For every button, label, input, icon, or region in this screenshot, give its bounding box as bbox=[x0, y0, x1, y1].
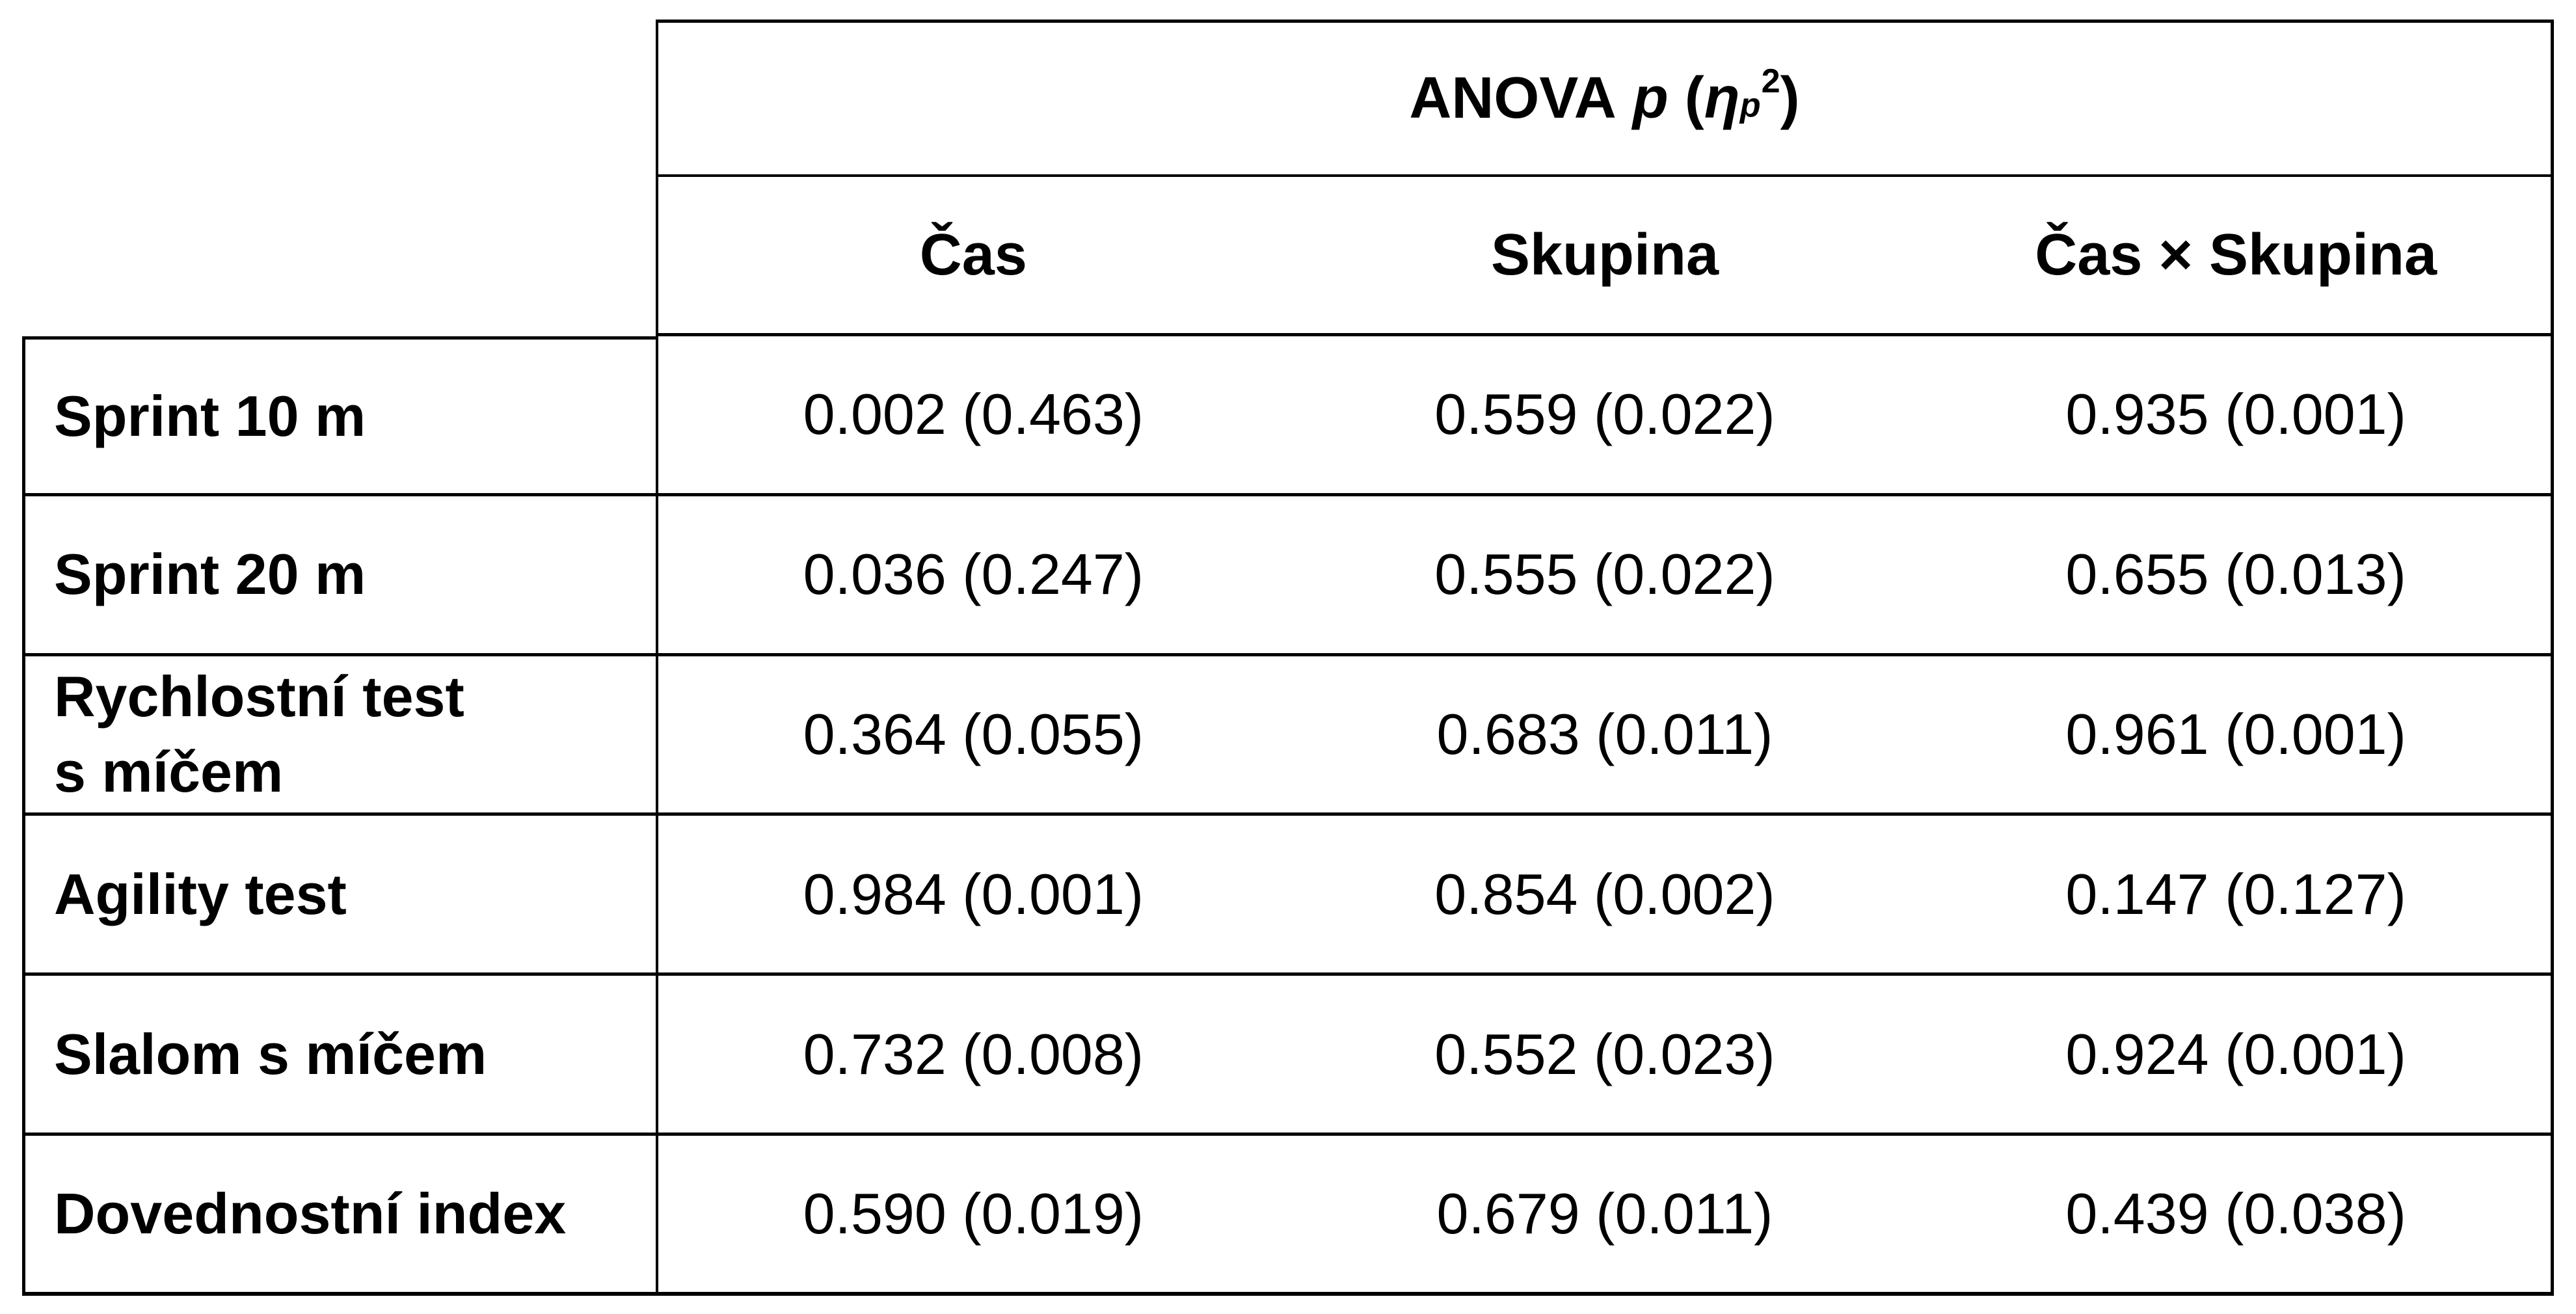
value-cell: 0.559 (0.022) bbox=[1288, 336, 1922, 496]
column-header-skupina: Skupina bbox=[1288, 177, 1922, 336]
value-cell: 0.555 (0.022) bbox=[1288, 496, 1922, 656]
row-label-slalom-s-micem: Slalom s míčem bbox=[22, 976, 656, 1136]
value-cell: 0.364 (0.055) bbox=[656, 656, 1289, 816]
value-cell: 0.147 (0.127) bbox=[1921, 816, 2554, 976]
value-cell: 0.655 (0.013) bbox=[1921, 496, 2554, 656]
value-cell: 0.961 (0.001) bbox=[1921, 656, 2554, 816]
value-cell: 0.924 (0.001) bbox=[1921, 976, 2554, 1136]
column-header-cas: Čas bbox=[656, 177, 1289, 336]
value-cell: 0.552 (0.023) bbox=[1288, 976, 1922, 1136]
value-cell: 0.439 (0.038) bbox=[1921, 1136, 2554, 1296]
row-label-dovednostni-index: Dovednostní index bbox=[22, 1136, 656, 1296]
anova-paren-close: ) bbox=[1780, 66, 1800, 131]
value-cell: 0.854 (0.002) bbox=[1288, 816, 1922, 976]
anova-paren-open: ( bbox=[1684, 66, 1704, 131]
value-cell: 0.683 (0.011) bbox=[1288, 656, 1922, 816]
row-label-agility-test: Agility test bbox=[22, 816, 656, 976]
value-cell: 0.935 (0.001) bbox=[1921, 336, 2554, 496]
anova-spanner-header: ANOVA p (η p 2) bbox=[656, 20, 2554, 177]
row-label-rychlostni-test: Rychlostní test s míčem bbox=[22, 656, 656, 816]
row-label-sprint-10m: Sprint 10 m bbox=[22, 336, 656, 496]
row-label-sprint-20m: Sprint 20 m bbox=[22, 496, 656, 656]
value-cell: 0.679 (0.011) bbox=[1288, 1136, 1922, 1296]
anova-results-table: ANOVA p (η p 2) Čas Skupina Čas × Skupina … bbox=[22, 20, 2554, 1296]
value-cell: 0.590 (0.019) bbox=[656, 1136, 1289, 1296]
value-cell: 0.984 (0.001) bbox=[656, 816, 1289, 976]
anova-title-word: ANOVA bbox=[1409, 66, 1617, 131]
anova-p-symbol: p bbox=[1632, 66, 1669, 131]
eta-symbol: η bbox=[1704, 66, 1740, 131]
column-header-cas-x-skupina: Čas × Skupina bbox=[1921, 177, 2554, 336]
value-cell: 0.732 (0.008) bbox=[656, 976, 1289, 1136]
value-cell: 0.002 (0.463) bbox=[656, 336, 1289, 496]
value-cell: 0.036 (0.247) bbox=[656, 496, 1289, 656]
corner-empty-cell bbox=[22, 20, 656, 336]
